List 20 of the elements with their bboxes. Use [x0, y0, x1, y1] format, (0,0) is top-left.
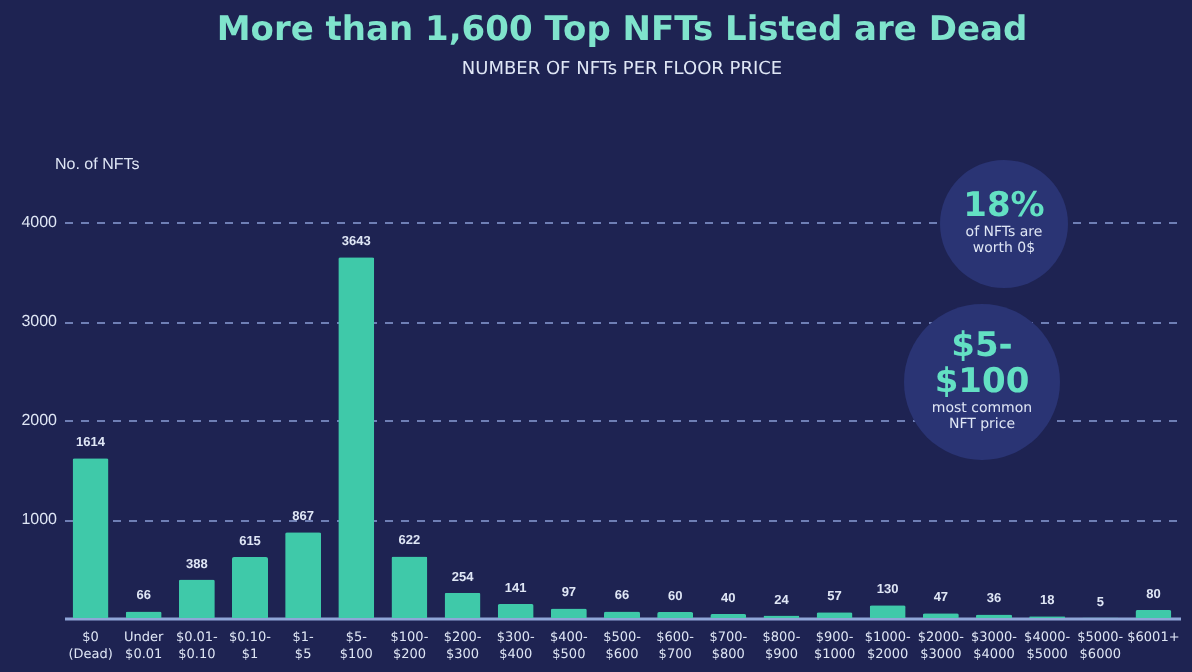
- y-tick-label: 4000: [21, 213, 59, 231]
- bar: [338, 257, 375, 618]
- bar: [391, 556, 428, 618]
- y-axis-title: No. of NFTs: [55, 155, 140, 173]
- bar: [178, 579, 215, 618]
- y-tick-label: 1000: [21, 510, 59, 528]
- bar: [72, 458, 109, 618]
- bar: [604, 611, 640, 618]
- bar: [1135, 610, 1172, 618]
- bar: [550, 608, 587, 618]
- bar: [657, 612, 694, 618]
- bar: [232, 557, 268, 618]
- bar: [285, 532, 322, 618]
- chart-title: More than 1,600 Top NFTs Listed are Dead: [216, 10, 1028, 50]
- y-tick-label: 3000: [21, 312, 59, 330]
- y-tick-label: 2000: [21, 411, 59, 429]
- bar: [497, 604, 534, 618]
- chart-subtitle: NUMBER OF NFTs PER FLOOR PRICE: [461, 60, 783, 80]
- bar: [869, 605, 906, 618]
- bar: [444, 592, 481, 618]
